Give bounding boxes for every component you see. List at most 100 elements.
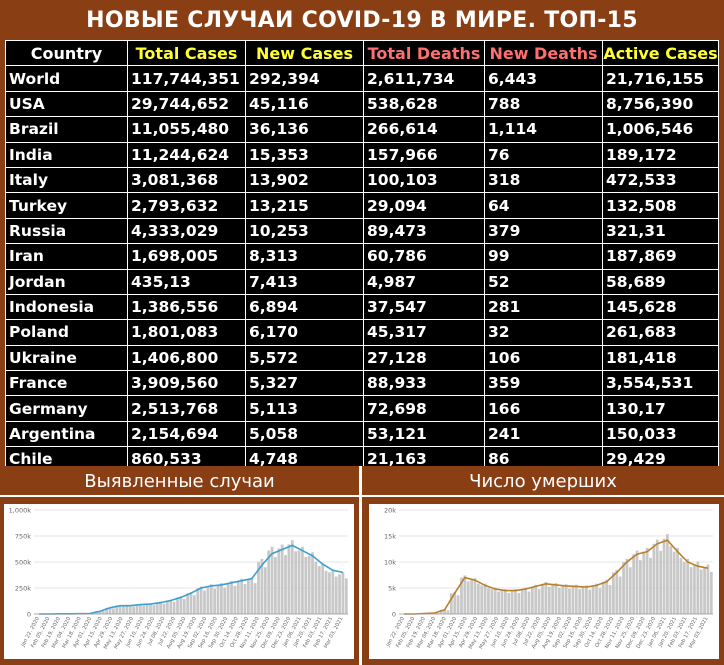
bar	[659, 550, 663, 614]
country-cell: India	[5, 141, 128, 168]
value-cell: 37,547	[363, 293, 485, 321]
table-row: Ukraine 1,406,800 5,572 27,128 106 181,418	[5, 344, 719, 372]
bar	[595, 583, 598, 614]
bar	[497, 591, 500, 614]
bar	[247, 579, 250, 614]
bar	[138, 604, 142, 614]
bar	[466, 581, 470, 614]
table-row: World 117,744,351 292,394 2,611,734 6,443 21,…	[5, 65, 719, 92]
table-row: Germany 2,513,768 5,113 72,698 166 130,17	[5, 395, 719, 422]
bar	[182, 599, 186, 614]
bar	[483, 583, 487, 614]
value-cell: 72,698	[363, 395, 485, 422]
value-cell: 8,313	[245, 243, 364, 270]
bar	[287, 544, 291, 614]
bar	[686, 558, 690, 614]
table-row: Turkey 2,793,632 13,215 29,094 64 132,508	[5, 192, 719, 219]
bar	[635, 550, 639, 614]
bar	[696, 561, 700, 614]
bar	[564, 584, 568, 614]
value-cell: 3,554,531	[602, 370, 719, 397]
bar	[108, 607, 112, 614]
bar	[189, 591, 193, 614]
value-cell: 241	[484, 420, 603, 448]
bar	[672, 551, 676, 614]
bar	[682, 562, 686, 614]
value-cell: 266,614	[363, 116, 485, 143]
column-header: Total Deaths	[363, 39, 485, 67]
value-cell: 60,786	[363, 243, 485, 270]
bar	[240, 578, 244, 614]
table-row: Indonesia 1,386,556 6,894 37,547 281 145,628	[5, 293, 719, 321]
country-cell: Indonesia	[5, 293, 128, 321]
value-cell: 187,869	[602, 243, 719, 270]
value-cell: 6,170	[245, 319, 364, 346]
value-cell: 2,513,768	[127, 395, 246, 422]
bar	[257, 562, 260, 614]
bar	[446, 610, 450, 614]
country-cell: World	[5, 65, 128, 92]
bar	[622, 562, 625, 614]
bar	[551, 584, 555, 614]
bar	[598, 588, 602, 614]
bar	[111, 608, 115, 614]
bar	[219, 583, 223, 614]
value-cell: 45,116	[245, 90, 364, 118]
table-row: Brazil 11,055,480 36,136 266,614 1,114 1,006,…	[5, 116, 719, 143]
bar	[693, 564, 696, 614]
value-cell: 1,006,546	[602, 116, 719, 143]
bar	[605, 579, 609, 614]
bar	[233, 585, 237, 614]
bar	[284, 555, 287, 614]
value-cell: 100,103	[363, 166, 485, 194]
table-row: Poland 1,801,083 6,170 45,317 32 261,683	[5, 319, 719, 346]
bar	[260, 558, 264, 614]
value-cell: 379	[484, 217, 603, 245]
bar	[280, 544, 284, 614]
value-cell: 2,611,734	[363, 65, 485, 92]
bar	[503, 589, 507, 614]
bar	[510, 590, 514, 614]
bar	[115, 605, 119, 614]
bar	[105, 607, 108, 614]
bar	[642, 551, 646, 614]
bar	[230, 580, 233, 614]
bar	[547, 586, 551, 614]
value-cell: 157,966	[363, 141, 485, 168]
cases-panel-title: Выявленные случаи	[0, 466, 359, 496]
bar	[149, 603, 152, 614]
bar	[456, 595, 460, 614]
value-cell: 53,121	[363, 420, 485, 448]
bar	[652, 543, 656, 614]
bar	[344, 578, 348, 614]
bar	[632, 554, 636, 614]
value-cell: 166	[484, 395, 603, 422]
table-row: Iran 1,698,005 8,313 60,786 99 187,869	[5, 243, 719, 270]
country-cell: France	[5, 370, 128, 397]
value-cell: 145,628	[602, 293, 719, 321]
bar	[128, 605, 132, 614]
value-cell: 261,683	[602, 319, 719, 346]
bar	[439, 609, 443, 614]
country-cell: Turkey	[5, 192, 128, 219]
bar	[263, 567, 267, 614]
bar	[507, 592, 511, 614]
y-tick-label: 0	[392, 611, 396, 619]
bar	[639, 560, 642, 614]
bar	[341, 572, 345, 614]
covid-top15-table: Country Total Cases New Cases Total Deaths N…	[5, 39, 719, 473]
bar	[179, 596, 183, 614]
table-row: USA 29,744,652 45,116 538,628 788 8,756,390	[5, 90, 719, 118]
y-tick-label: 15k	[384, 533, 396, 541]
y-tick-label: 10k	[384, 559, 396, 567]
bar	[470, 580, 473, 614]
bar	[561, 585, 565, 614]
bar	[625, 558, 629, 614]
deaths-chart-panel: 0 5k 10k 15k 20k Jan 22, 2020 Feb 05, 2020 Feb …	[369, 504, 719, 659]
value-cell: 318	[484, 166, 603, 194]
value-cell: 10,253	[245, 217, 364, 245]
bar	[307, 555, 311, 614]
bar	[544, 582, 548, 614]
bar	[165, 600, 169, 614]
